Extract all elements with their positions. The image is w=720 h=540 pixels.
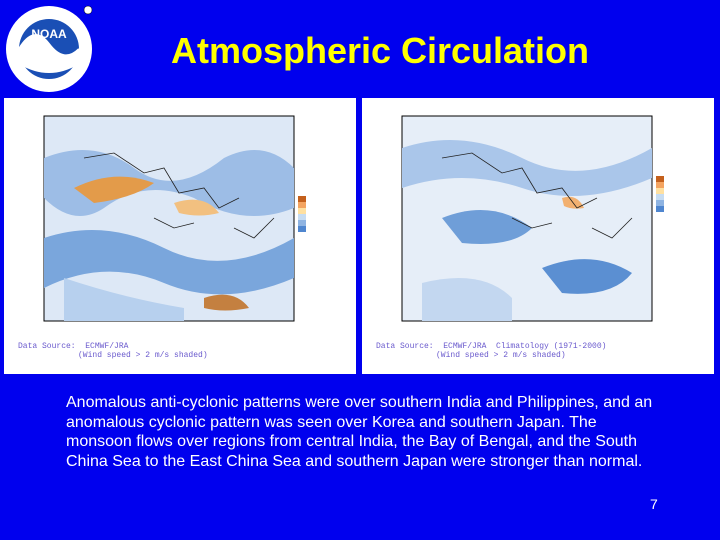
right-map-source: Data Source: ECMWF/JRA Climatology (1971… <box>376 342 607 351</box>
page-number: 7 <box>650 496 658 512</box>
slide-caption: Anomalous anti-cyclonic patterns were ov… <box>66 394 653 470</box>
wind-climatology-map: Data Source: ECMWF/JRA Climatology (1971… <box>362 98 714 374</box>
left-map-source: Data Source: ECMWF/JRA <box>18 342 129 351</box>
noaa-logo: NOAA <box>4 4 94 94</box>
left-map-plot <box>43 115 306 322</box>
page-title: Atmospheric Circulation <box>170 30 590 71</box>
left-map-source-note: (Wind speed > 2 m/s shaded) <box>78 351 208 360</box>
logo-wordmark: NOAA <box>31 27 67 41</box>
right-map-plot <box>401 115 664 322</box>
right-map-source-note: (Wind speed > 2 m/s shaded) <box>436 351 566 360</box>
wind-anomaly-map: Data Source: ECMWF/JRA (Wind speed > 2 m… <box>4 98 356 374</box>
